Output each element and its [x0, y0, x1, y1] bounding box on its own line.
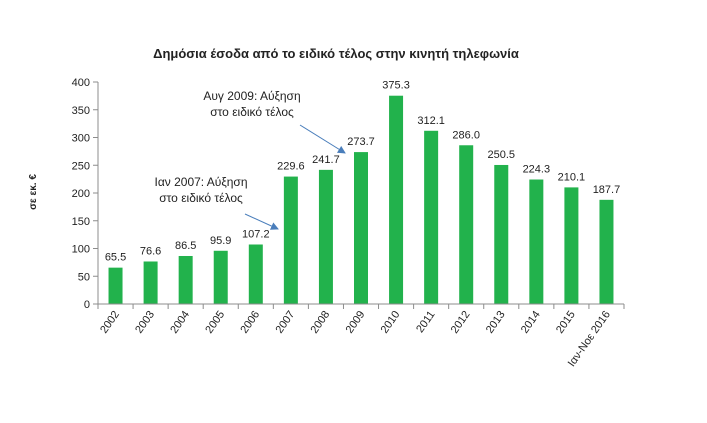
- x-tick-label: 2004: [168, 309, 192, 336]
- data-label: 76.6: [140, 245, 161, 257]
- x-tick-label: 2015: [554, 309, 578, 336]
- data-label: 375.3: [382, 80, 410, 92]
- annotation-line: Ιαν 2007: Αύξηση: [155, 175, 248, 189]
- bar: [318, 169, 333, 304]
- y-tick-label: 0: [84, 299, 90, 311]
- bar: [564, 187, 579, 304]
- bar: [354, 152, 368, 304]
- data-label: 273.7: [347, 136, 375, 148]
- x-tick-label: 2006: [238, 309, 262, 336]
- x-tick-label: 2011: [414, 309, 437, 335]
- data-label: 107.2: [242, 229, 270, 241]
- bar: [424, 130, 439, 304]
- bar: [529, 179, 544, 304]
- x-tick-label: 2003: [133, 309, 157, 336]
- bar: [108, 267, 123, 304]
- annotation-line: Αυγ 2009: Αύξηση: [203, 89, 300, 103]
- y-tick-label: 200: [72, 188, 90, 200]
- bars: 65.5 76.6 86.5 95.9 107.2 229.6 241.7 273.7 375.…: [105, 80, 620, 304]
- y-tick-label: 300: [72, 133, 90, 145]
- y-tick-label: 50: [78, 271, 90, 283]
- x-tick-label: 2009: [344, 309, 368, 336]
- bar: [459, 145, 474, 304]
- bar: [143, 261, 158, 304]
- data-label: 312.1: [417, 115, 445, 127]
- x-tick-label: 2014: [519, 309, 543, 336]
- data-label: 187.7: [593, 184, 621, 196]
- bar: [283, 176, 298, 304]
- chart-title: Δημόσια έσοδα από το ειδικό τέλος στην κ…: [153, 46, 519, 61]
- data-label: 95.9: [210, 235, 231, 247]
- bar: [178, 255, 193, 304]
- data-label: 65.5: [105, 252, 126, 264]
- x-tick-label: 2002: [98, 309, 122, 336]
- bar: [248, 244, 263, 304]
- data-label: 86.5: [175, 240, 196, 252]
- annotation-line: στο ειδικό τέλος: [159, 191, 243, 205]
- x-tick-label: 2013: [484, 309, 508, 336]
- annotation-line: στο ειδικό τέλος: [210, 105, 294, 119]
- data-label: 241.7: [312, 154, 340, 166]
- y-axis-label: σε εκ. €: [28, 174, 39, 210]
- data-label: 250.5: [488, 149, 516, 161]
- y-tick-label: 100: [72, 244, 90, 256]
- annotation-arrow: [299, 124, 346, 154]
- annotation-text: Ιαν 2007: Αύξηση στο ειδικό τέλος: [155, 175, 248, 205]
- x-tick-label: 2010: [379, 309, 403, 336]
- bar: [389, 95, 404, 304]
- y-axis: 0 50 100 150 200 250 300 350 400: [72, 77, 99, 311]
- bar: [599, 199, 614, 304]
- bar: [213, 250, 228, 304]
- x-axis: 2002 2003 2004 2005 2006 2007 2008 2009 2010 2011…: [97, 303, 625, 369]
- data-label: 224.3: [523, 164, 551, 176]
- y-tick-label: 150: [72, 216, 90, 228]
- y-tick-label: 250: [72, 160, 90, 172]
- x-tick-label: 2005: [203, 309, 227, 336]
- x-tick-label: 2012: [449, 309, 473, 336]
- x-tick-label: 2007: [273, 309, 297, 336]
- annotation-text: Αυγ 2009: Αύξηση στο ειδικό τέλος: [203, 89, 300, 119]
- y-tick-label: 350: [72, 105, 90, 117]
- annotation-arrow: [244, 213, 279, 230]
- bar: [494, 164, 509, 304]
- x-tick-label: 2008: [309, 309, 333, 336]
- y-tick-label: 400: [72, 77, 90, 89]
- data-label: 286.0: [452, 129, 480, 141]
- data-label: 210.1: [558, 171, 586, 183]
- data-label: 229.6: [277, 161, 305, 173]
